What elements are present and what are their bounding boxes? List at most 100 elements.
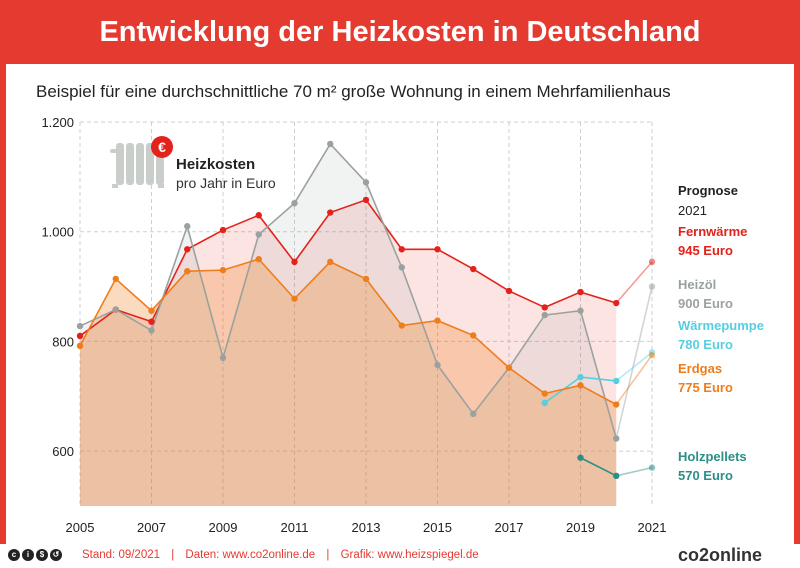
point-fernwärme (362, 196, 370, 204)
point-heizöl (470, 410, 477, 418)
footer-separator: | (326, 549, 330, 561)
forecast-line-heizöl (615, 286, 653, 439)
point-fernwärme (434, 246, 441, 253)
nc-icon: $ (36, 549, 48, 561)
series-labels: Fernwärme 945 Euro Heizöl 900 Euro Wärmepump… (678, 224, 764, 483)
grid (79, 121, 653, 506)
brand-logo: co2online (677, 545, 762, 565)
point-erdgas (362, 275, 370, 283)
point-erdgas (291, 295, 298, 302)
point-fernwärme (255, 212, 262, 219)
point-heizöl (398, 264, 405, 271)
series-label-value: 945 Euro (678, 243, 733, 258)
point-erdgas (76, 342, 84, 350)
point-wärmepumpe (613, 377, 620, 385)
point-fernwärme (648, 258, 656, 266)
y-tick-label: 1.000 (41, 225, 74, 240)
y-tick-label: 600 (52, 444, 74, 459)
forecast-line-wärmepumpe (615, 351, 653, 382)
point-heizöl (148, 327, 155, 334)
line-holzpellets (580, 457, 617, 477)
point-wärmepumpe (577, 373, 584, 381)
point-erdgas (577, 382, 584, 389)
license-icons: c i $ ↺ (8, 549, 62, 561)
footer-daten[interactable]: Daten: www.co2online.de (185, 549, 316, 561)
x-tick-label: 2005 (66, 520, 95, 535)
point-fernwärme (76, 332, 84, 340)
series-label-value: 900 Euro (678, 296, 733, 311)
series-label-name: Heizöl (678, 277, 716, 292)
euro-badge: € (158, 139, 166, 155)
series-label-name: Wärmepumpe (678, 318, 764, 333)
line-heizöl (79, 142, 618, 439)
point-erdgas (505, 364, 513, 371)
point-heizöl (255, 231, 262, 238)
point-fernwärme (148, 318, 155, 325)
line-erdgas (79, 258, 617, 406)
point-erdgas (112, 275, 119, 283)
y-tick-label: 800 (52, 334, 74, 349)
area-fernwärme (80, 199, 617, 506)
point-erdgas (327, 258, 334, 266)
point-holzpellets (613, 472, 620, 480)
point-erdgas (255, 255, 262, 263)
series-areas (80, 143, 617, 506)
cc-icon: c (8, 549, 20, 561)
footer-stand: Stand: 09/2021 (82, 549, 161, 561)
point-erdgas (434, 317, 441, 324)
footer: c i $ ↺ Stand: 09/2021 | Daten: www.co2o… (0, 544, 800, 568)
footer-credits: Stand: 09/2021 | Daten: www.co2online.de… (82, 549, 479, 561)
point-fernwärme (291, 258, 298, 266)
euro-badge-icon: € (151, 136, 173, 158)
footer-grafik[interactable]: Grafik: www.heizspiegel.de (340, 549, 479, 561)
point-fernwärme (398, 246, 405, 253)
y-tick-label: 1.200 (41, 115, 74, 130)
point-erdgas (148, 307, 155, 314)
point-holzpellets (577, 454, 584, 461)
point-heizöl (112, 306, 119, 313)
x-tick-label: 2013 (352, 520, 381, 535)
chart-subtitle: Beispiel für eine durchschnittliche 70 m… (36, 82, 671, 101)
line-fernwärme (79, 198, 617, 337)
point-heizöl (291, 199, 298, 207)
point-erdgas (398, 322, 405, 329)
point-erdgas (648, 351, 656, 359)
x-tick-label: 2015 (423, 520, 452, 535)
point-heizöl (434, 361, 441, 369)
area-erdgas (80, 259, 617, 506)
chart-panel: Beispiel für eine durchschnittliche 70 m… (6, 64, 794, 544)
point-fernwärme (505, 287, 513, 295)
series-points (76, 140, 656, 480)
point-fernwärme (613, 299, 620, 307)
legend-title: Heizkosten (176, 156, 255, 173)
series-label-name: Fernwärme (678, 224, 747, 239)
point-fernwärme (184, 246, 191, 253)
point-fernwärme (470, 265, 477, 273)
point-wärmepumpe (541, 399, 548, 407)
forecast-line-fernwärme (615, 261, 653, 304)
footer-separator: | (171, 549, 175, 561)
series-label-value: 570 Euro (678, 468, 733, 483)
by-icon: i (22, 549, 34, 561)
point-erdgas (184, 268, 191, 275)
series-label-name: Erdgas (678, 361, 722, 376)
point-heizöl (184, 223, 191, 230)
point-heizöl (219, 354, 227, 362)
sa-icon: ↺ (50, 549, 62, 561)
area-heizöl (80, 143, 617, 506)
point-heizöl (613, 435, 620, 442)
point-heizöl (327, 140, 334, 148)
series-label-value: 775 Euro (678, 380, 733, 395)
series-label-value: 780 Euro (678, 337, 733, 352)
point-erdgas (470, 332, 477, 339)
point-heizöl (577, 307, 584, 314)
x-tick-label: 2007 (137, 520, 166, 535)
point-holzpellets (648, 464, 656, 471)
point-erdgas (219, 266, 227, 274)
x-tick-label: 2011 (281, 520, 309, 535)
point-heizöl (76, 322, 84, 330)
series-lines (79, 142, 653, 477)
x-tick-label: 2019 (566, 520, 595, 535)
point-fernwärme (327, 209, 334, 216)
